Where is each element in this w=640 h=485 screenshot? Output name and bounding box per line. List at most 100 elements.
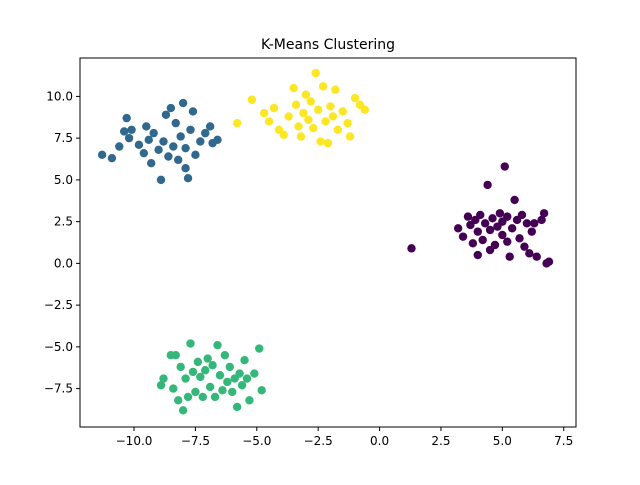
points-layer [97, 68, 554, 415]
data-point-cluster-3 [323, 138, 333, 148]
data-point-cluster-1 [171, 118, 180, 128]
x-tick-label: 2.5 [431, 434, 450, 448]
data-point-cluster-3 [296, 132, 306, 141]
data-point-cluster-1 [164, 152, 173, 161]
data-point-cluster-3 [333, 125, 343, 134]
data-point-cluster-0 [480, 219, 490, 228]
data-point-cluster-3 [360, 105, 370, 114]
data-point-cluster-1 [122, 113, 131, 123]
data-point-cluster-3 [264, 117, 274, 126]
data-point-cluster-2 [191, 387, 200, 397]
data-point-cluster-1 [181, 143, 190, 153]
data-point-cluster-1 [115, 142, 124, 151]
data-point-cluster-0 [517, 210, 527, 220]
x-axis: −10.0 −7.5 −5.0 −2.5 0.0 2.5 5.0 7.5 [116, 427, 573, 448]
data-point-cluster-1 [176, 132, 185, 141]
data-point-cluster-3 [350, 93, 360, 103]
data-point-cluster-2 [201, 366, 210, 375]
data-point-cluster-0 [503, 212, 512, 221]
data-point-cluster-2 [255, 344, 264, 353]
data-point-cluster-1 [144, 135, 153, 145]
data-point-cluster-0 [495, 209, 505, 218]
data-point-cluster-1 [213, 135, 222, 145]
data-point-cluster-3 [294, 122, 303, 131]
data-point-cluster-2 [169, 384, 178, 393]
data-point-cluster-3 [326, 102, 335, 111]
data-point-cluster-0 [527, 227, 537, 236]
data-point-cluster-2 [257, 386, 266, 395]
data-point-cluster-2 [198, 392, 207, 402]
data-point-cluster-3 [304, 115, 313, 124]
data-point-cluster-2 [242, 374, 252, 383]
data-point-cluster-3 [289, 83, 298, 93]
data-point-cluster-3 [318, 82, 328, 91]
data-point-cluster-0 [488, 214, 497, 223]
data-point-cluster-1 [186, 125, 195, 134]
data-point-cluster-2 [171, 351, 180, 360]
data-point-cluster-0 [522, 219, 532, 228]
data-point-cluster-1 [166, 103, 176, 113]
data-point-cluster-1 [119, 127, 129, 136]
data-point-cluster-0 [532, 252, 541, 261]
data-point-cluster-3 [343, 118, 352, 128]
data-point-cluster-1 [156, 175, 166, 185]
data-point-cluster-3 [247, 95, 257, 104]
data-point-cluster-1 [196, 137, 205, 146]
data-point-cluster-1 [169, 142, 178, 151]
data-point-cluster-0 [505, 252, 514, 261]
data-point-cluster-0 [483, 180, 492, 190]
data-point-cluster-0 [544, 257, 554, 266]
data-point-cluster-2 [178, 406, 188, 415]
data-point-cluster-2 [176, 362, 185, 372]
data-point-cluster-3 [284, 112, 293, 121]
data-point-cluster-1 [201, 128, 210, 138]
data-point-cluster-1 [127, 125, 136, 134]
data-point-cluster-1 [183, 174, 193, 183]
data-point-cluster-0 [463, 212, 473, 221]
data-point-cluster-0 [458, 232, 468, 241]
data-point-cluster-1 [154, 145, 163, 155]
data-point-cluster-0 [473, 250, 482, 260]
data-point-cluster-3 [269, 103, 279, 113]
data-point-cluster-2 [193, 357, 203, 367]
data-point-cluster-1 [124, 133, 134, 143]
y-axis: 10.0 7.5 5.0 2.5 0.0 −2.5 −5.0 −7.5 [44, 89, 80, 396]
y-tick-label: 2.5 [54, 215, 73, 229]
x-tick-label: −10.0 [116, 434, 153, 448]
data-point-cluster-3 [306, 97, 316, 106]
data-point-cluster-2 [208, 361, 217, 370]
data-point-cluster-3 [331, 85, 340, 94]
data-point-cluster-1 [107, 153, 117, 163]
data-point-cluster-1 [188, 107, 198, 116]
data-point-cluster-1 [159, 137, 168, 146]
data-point-cluster-1 [161, 110, 171, 119]
data-point-cluster-0 [468, 239, 478, 248]
data-point-cluster-0 [453, 224, 463, 233]
data-point-cluster-2 [228, 387, 237, 397]
data-point-cluster-2 [240, 356, 249, 365]
data-point-cluster-0 [503, 237, 512, 246]
data-point-cluster-2 [203, 354, 212, 363]
data-point-cluster-0 [537, 215, 546, 225]
data-point-cluster-0 [500, 162, 509, 171]
data-point-cluster-2 [186, 339, 195, 348]
x-tick-label: 0.0 [370, 434, 389, 448]
data-point-cluster-1 [205, 122, 215, 131]
data-point-cluster-2 [188, 367, 198, 377]
data-point-cluster-2 [235, 369, 244, 378]
data-point-cluster-2 [250, 369, 259, 378]
data-point-cluster-3 [301, 90, 311, 99]
x-tick-label: 5.0 [493, 434, 512, 448]
data-point-cluster-2 [237, 381, 247, 390]
data-point-cluster-2 [232, 402, 242, 412]
data-point-cluster-2 [183, 392, 193, 402]
data-point-cluster-2 [210, 392, 220, 402]
data-point-cluster-1 [181, 163, 190, 173]
x-tick-label: −5.0 [242, 434, 271, 448]
data-point-cluster-2 [181, 374, 190, 383]
x-tick-label: −7.5 [181, 434, 210, 448]
x-tick-label: 7.5 [554, 434, 573, 448]
